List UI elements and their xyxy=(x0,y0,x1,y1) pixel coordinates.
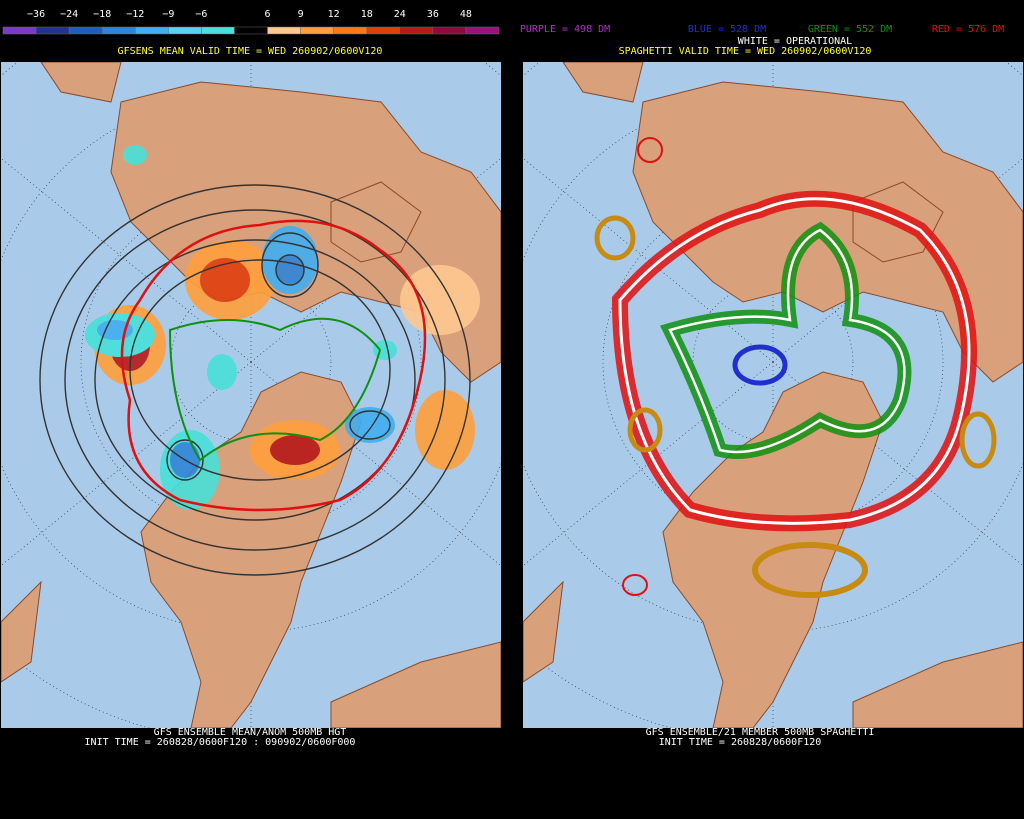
panel-header: GFSENS MEAN VALID TIME = WED 260902/0600… xyxy=(118,46,383,57)
key-entry: PURPLE = 498 DM xyxy=(520,24,610,35)
color-label: −9 xyxy=(162,9,174,20)
footer-line: INIT TIME = 260828/0600F120 : 090902/060… xyxy=(85,737,356,748)
color-label: −6 xyxy=(195,9,207,20)
color-label: −12 xyxy=(126,9,144,20)
key-entry: RED = 576 DM xyxy=(932,24,1004,35)
color-swatch xyxy=(101,26,136,35)
color-label: 9 xyxy=(298,9,304,20)
key-entry: GREEN = 552 DM xyxy=(808,24,892,35)
color-swatch xyxy=(2,26,37,35)
color-swatch xyxy=(399,26,434,35)
color-swatch xyxy=(68,26,103,35)
color-bar: −36 −24 −18 −12 −9 −6 6 9 12 18 24 36 48 xyxy=(2,9,500,35)
color-swatch xyxy=(432,26,467,35)
color-label: 36 xyxy=(427,9,439,20)
color-swatch xyxy=(465,26,500,35)
footer-line: GFS ENSEMBLE MEAN/ANOM 500MB HGT xyxy=(154,727,347,738)
footer-line: INIT TIME = 260828/0600F120 xyxy=(659,737,822,748)
color-label: 6 xyxy=(265,9,271,20)
panel-header: SPAGHETTI VALID TIME = WED 260902/0600V1… xyxy=(619,46,872,57)
color-swatch xyxy=(135,26,169,35)
left-footer: GFS ENSEMBLE MEAN/ANOM 500MB HGT INIT TI… xyxy=(85,727,875,748)
color-label: 48 xyxy=(460,9,472,20)
color-swatch xyxy=(300,26,334,35)
color-label: 24 xyxy=(394,9,406,20)
color-swatch xyxy=(333,26,367,35)
color-swatch xyxy=(35,26,70,35)
color-label: 12 xyxy=(328,9,340,20)
color-label: −36 xyxy=(27,9,45,20)
color-label: −24 xyxy=(60,9,78,20)
operational-key: WHITE = OPERATIONAL xyxy=(738,36,852,47)
footer-line: GFS ENSEMBLE/21 MEMBER 500MB SPAGHETTI xyxy=(646,727,875,738)
color-swatch xyxy=(201,26,235,35)
color-swatch xyxy=(168,26,202,35)
color-label: 18 xyxy=(361,9,373,20)
key-entry: BLUE = 528 DM xyxy=(688,24,766,35)
color-swatch xyxy=(366,26,401,35)
left-map xyxy=(1,62,501,728)
right-map xyxy=(523,62,1023,728)
color-label: −18 xyxy=(93,9,111,20)
color-swatch xyxy=(267,26,301,35)
color-key: PURPLE = 498 DM BLUE = 528 DM GREEN = 552 … xyxy=(520,24,1004,35)
color-swatch xyxy=(234,26,268,35)
